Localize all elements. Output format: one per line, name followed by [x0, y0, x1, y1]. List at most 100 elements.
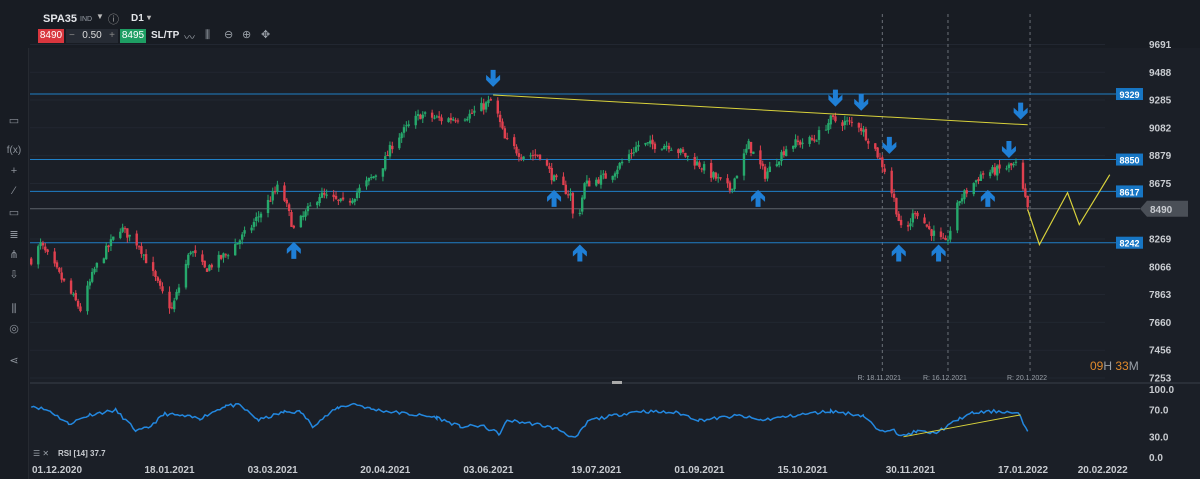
candle-body — [454, 120, 457, 122]
candle-body — [899, 219, 903, 226]
candle-body — [913, 213, 917, 215]
fibonacci-icon[interactable]: ≣ — [9, 229, 19, 241]
candle-body — [154, 271, 157, 277]
candle-body — [79, 306, 82, 312]
candle-body — [337, 199, 340, 201]
zoom-out-icon[interactable]: ⊖ — [224, 29, 234, 41]
rsi-axis-tick: 30.0 — [1149, 433, 1169, 444]
candle-body — [667, 145, 671, 150]
candle-body — [44, 246, 47, 251]
candle-body — [318, 197, 321, 203]
candle-body — [808, 137, 811, 145]
increase-button[interactable]: + — [109, 30, 115, 41]
candle-body — [353, 198, 356, 202]
candle-body — [236, 242, 239, 245]
crosshair-icon[interactable]: ✥ — [261, 29, 271, 41]
pitchfork-icon[interactable]: ⋔ — [9, 249, 19, 261]
candle-body — [538, 154, 542, 160]
buy-button[interactable]: 8495 — [120, 29, 146, 43]
candle-body — [653, 143, 657, 150]
candle-body — [728, 182, 732, 191]
candle-body — [763, 166, 767, 179]
timeframe-select[interactable]: D1 — [131, 13, 144, 24]
indicators-icon[interactable]: ⫼ — [11, 303, 17, 315]
candle-body — [775, 164, 779, 167]
candle-body — [1012, 163, 1015, 166]
dropdown-icon[interactable]: ▼ — [96, 12, 104, 21]
drawing-tools-sidebar: ▭ f(x) + ⁄ ▭ ≣ ⋔ ⇩ ⫼ ◎ ⋖ — [0, 48, 29, 479]
candle-body — [306, 206, 310, 212]
level-badge-label: 8850 — [1119, 156, 1139, 166]
candles-icon[interactable]: ⫼ — [205, 29, 211, 41]
candle-body — [777, 161, 781, 165]
time-axis-tick: 17.01.2022 — [998, 465, 1048, 476]
panel-icon[interactable]: ▭ — [8, 115, 20, 127]
candle-body — [824, 129, 828, 131]
candle-body — [489, 99, 492, 101]
candle-body — [599, 175, 603, 185]
share-icon[interactable]: ⋖ — [9, 355, 19, 367]
candle-body — [266, 199, 270, 214]
candle-body — [761, 163, 764, 167]
decrease-button[interactable]: − — [69, 30, 75, 41]
candle-body — [731, 188, 734, 191]
candle-body — [381, 168, 385, 177]
chevron-down-icon[interactable]: ▾ — [147, 13, 152, 22]
candle-body — [273, 191, 277, 193]
line-chart-icon[interactable]: 〰 — [184, 32, 195, 44]
rsi-trendline — [903, 414, 1021, 438]
candle-body — [463, 119, 467, 121]
candle-body — [168, 291, 171, 309]
candle-body — [588, 180, 591, 187]
candle-body — [735, 175, 739, 179]
candle-body — [792, 145, 795, 149]
zoom-in-icon[interactable]: ⊕ — [242, 29, 252, 41]
candle-body — [815, 140, 818, 142]
candle-body — [400, 133, 403, 139]
rsi-axis-tick: 0.0 — [1149, 453, 1163, 464]
price-axis-tick: 8066 — [1149, 262, 1172, 273]
download-icon[interactable]: ⇩ — [9, 269, 19, 281]
candle-body — [766, 171, 769, 179]
rectangle-icon[interactable]: ▭ — [8, 207, 20, 219]
candle-body — [681, 149, 685, 153]
candle-body — [365, 180, 368, 187]
time-axis-tick: 18.01.2021 — [145, 465, 195, 476]
price-axis-tick: 8879 — [1149, 151, 1172, 162]
symbol-name[interactable]: SPA35 — [43, 13, 78, 25]
candle-body — [487, 100, 490, 104]
panel-resize-handle[interactable] — [612, 381, 622, 384]
candle-body — [175, 291, 178, 300]
trendline-icon[interactable]: ⁄ — [13, 185, 15, 197]
candle-body — [944, 238, 947, 241]
level-badge — [1116, 185, 1143, 198]
candle-body — [224, 254, 228, 256]
time-axis-tick: 01.09.2021 — [674, 465, 724, 476]
quantity-stepper[interactable]: − 0.50 + — [66, 29, 118, 43]
reference-line-label: R: 20.1.2022 — [1007, 375, 1047, 382]
candle-body — [890, 170, 893, 194]
sell-button[interactable]: 8490 — [38, 29, 64, 43]
candle-body — [201, 254, 204, 262]
candle-body — [923, 217, 926, 224]
function-icon[interactable]: f(x) — [6, 145, 22, 156]
candle-body — [810, 138, 814, 140]
layers-icon[interactable]: ◎ — [9, 323, 19, 335]
candle-body — [620, 161, 624, 164]
candle-body — [979, 174, 982, 181]
candle-body — [747, 140, 750, 150]
crosshair-icon[interactable]: + — [10, 165, 18, 177]
info-icon[interactable]: ⓘ — [108, 14, 119, 26]
candle-body — [1024, 188, 1027, 197]
candle-body — [252, 222, 256, 227]
candle-body — [187, 254, 190, 266]
candle-body — [466, 118, 469, 121]
candle-body — [515, 146, 518, 154]
candle-body — [271, 191, 274, 201]
candle-body — [698, 162, 701, 168]
candle-body — [749, 141, 753, 154]
sltp-button[interactable]: SL/TP — [151, 30, 180, 41]
candle-body — [325, 194, 328, 196]
quantity-input[interactable]: 0.50 — [82, 30, 102, 41]
